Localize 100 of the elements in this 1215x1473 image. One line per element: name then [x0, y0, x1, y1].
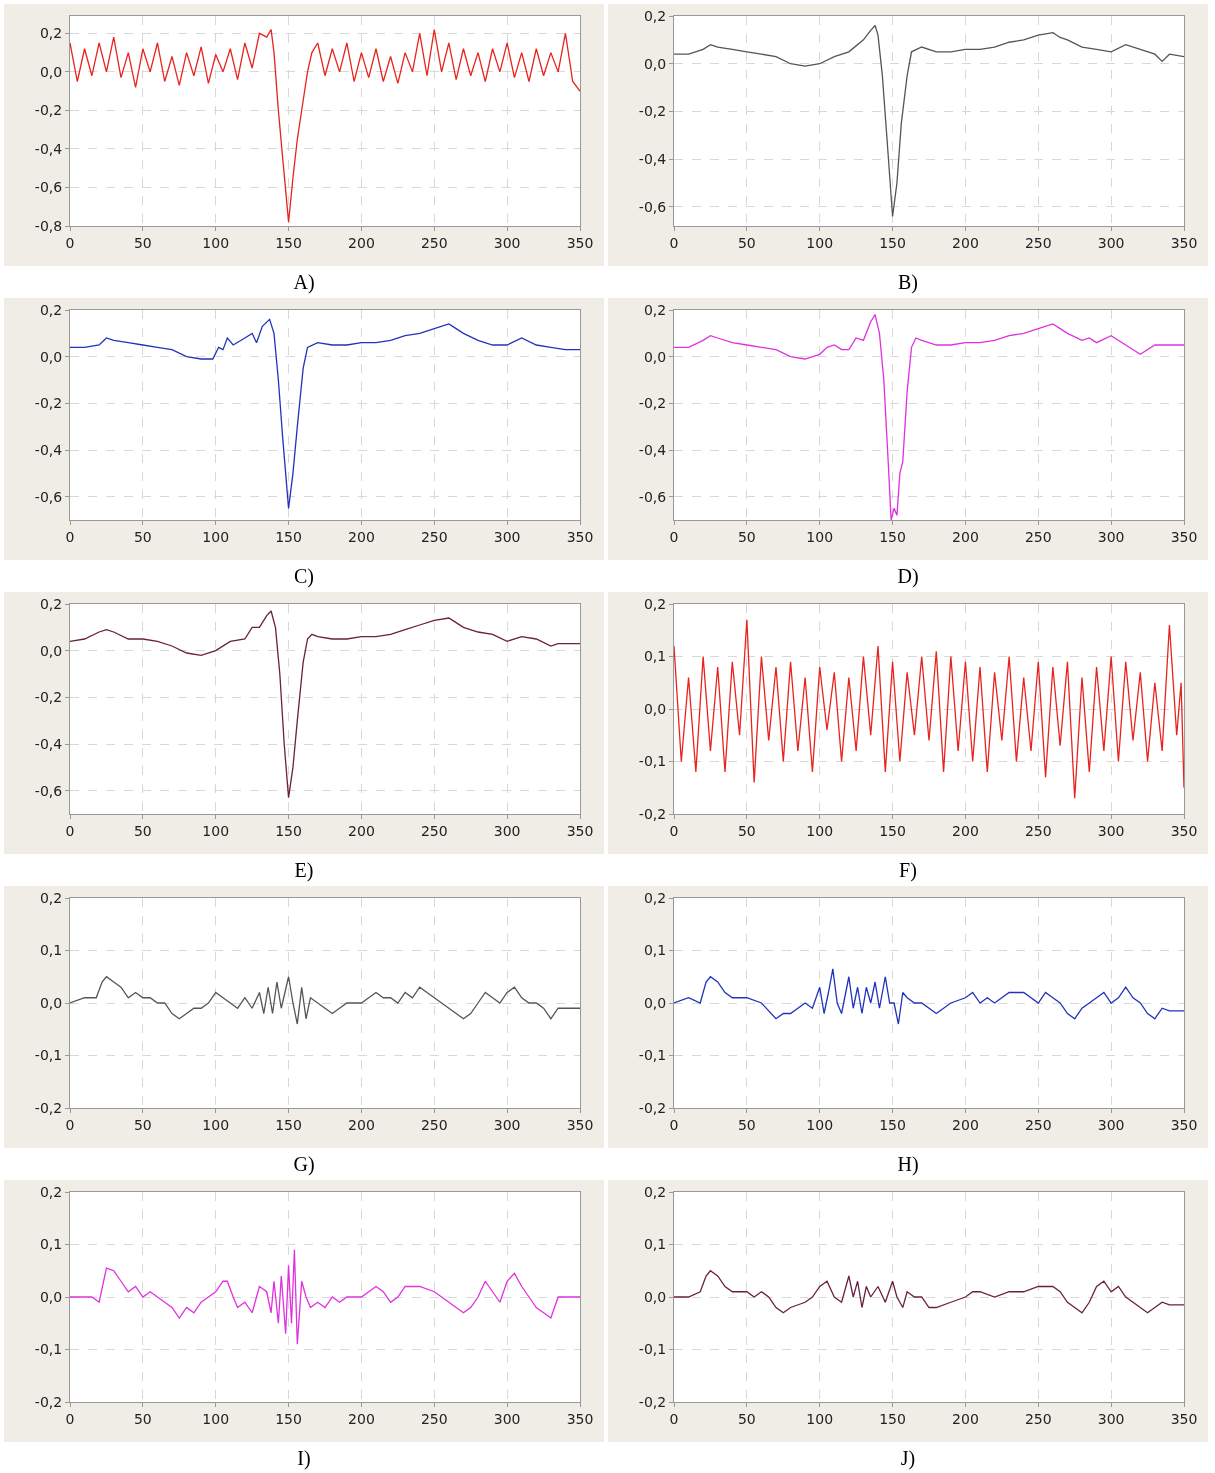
x-tick-label: 250: [1024, 1410, 1052, 1427]
x-tick-label: 100: [806, 822, 834, 839]
x-tick-label: 150: [275, 1116, 302, 1133]
x-tick-label: 50: [133, 1410, 152, 1427]
y-tick-label: 0,0: [39, 642, 63, 659]
y-tick-label: -0,2: [638, 805, 667, 822]
x-tick-label: 100: [806, 1410, 834, 1427]
y-tick-label: 0,0: [643, 994, 667, 1011]
x-tick-label: 300: [493, 234, 521, 251]
y-tick-label: 0,1: [643, 942, 667, 959]
x-tick-label: 250: [1024, 1116, 1052, 1133]
y-tick-label: 0,2: [643, 889, 667, 906]
x-tick-label: 50: [737, 528, 756, 545]
x-tick-label: 150: [275, 1410, 302, 1427]
line-series: [674, 24, 1184, 218]
y-tick-label: -0,1: [34, 1047, 63, 1064]
x-tick-label: 0: [65, 822, 75, 839]
y-tick-label: -0,2: [34, 1099, 63, 1116]
y-tick-label: 0,1: [39, 942, 63, 959]
x-tick-label: 50: [737, 1116, 756, 1133]
text: H): [896, 1152, 920, 1177]
y-tick-label: 0,2: [39, 25, 63, 42]
y-tick-label: -0,4: [34, 735, 63, 752]
x-tick-label: 50: [737, 1410, 756, 1427]
y-tick-label: -0,1: [638, 1341, 667, 1358]
y-tick-label: -0,2: [638, 1099, 667, 1116]
text: E): [293, 858, 315, 884]
y-tick-label: 0,1: [39, 1236, 63, 1253]
x-tick-label: 300: [493, 1410, 521, 1427]
y-tick-label: -0,6: [34, 782, 63, 799]
x-tick-label: 0: [65, 528, 75, 545]
x-tick-label: 150: [275, 528, 302, 545]
line-series: [674, 968, 1184, 1025]
text: C): [293, 564, 315, 590]
x-tick-label: 50: [133, 1116, 152, 1133]
y-tick-label: -0,6: [638, 488, 667, 505]
text: G): [292, 1152, 316, 1177]
line-series: [70, 318, 580, 509]
x-tick-label: 350: [566, 528, 594, 545]
x-tick-label: 0: [669, 1410, 679, 1427]
y-tick-label: 0,2: [643, 7, 667, 24]
x-tick-label: 0: [65, 1410, 75, 1427]
y-tick-label: -0,2: [638, 1393, 667, 1410]
line-series: [70, 610, 580, 799]
x-tick-label: 250: [1024, 234, 1052, 251]
y-tick-label: 0,2: [39, 1183, 63, 1200]
text: J): [899, 1446, 917, 1472]
text: I): [296, 1446, 312, 1471]
text: A): [292, 270, 316, 295]
y-tick-label: 0,2: [643, 301, 667, 318]
x-tick-label: 200: [952, 234, 979, 251]
text: D): [896, 564, 920, 589]
y-tick-label: 0,0: [643, 55, 667, 72]
y-tick-label: 0,0: [39, 348, 63, 365]
x-tick-label: 150: [879, 234, 906, 251]
text: F): [898, 858, 918, 884]
x-tick-label: 150: [879, 1116, 906, 1133]
x-tick-label: 350: [566, 822, 594, 839]
x-tick-label: 100: [202, 234, 230, 251]
x-tick-label: 350: [566, 1410, 594, 1427]
x-tick-label: 350: [566, 1116, 594, 1133]
line-series: [70, 976, 580, 1025]
x-tick-label: 100: [202, 822, 230, 839]
y-tick-label: 0,0: [643, 700, 667, 717]
y-tick-label: 0,2: [643, 595, 667, 612]
x-tick-label: 200: [348, 1410, 375, 1427]
x-tick-label: 150: [275, 234, 302, 251]
x-tick-label: 250: [420, 1116, 448, 1133]
y-tick-label: -0,1: [34, 1341, 63, 1358]
y-tick-label: -0,4: [34, 140, 63, 157]
y-tick-label: 0,2: [39, 301, 63, 318]
x-tick-label: 0: [669, 822, 679, 839]
y-tick-label: 0,2: [643, 1183, 667, 1200]
y-tick-label: -0,6: [34, 488, 63, 505]
y-tick-label: -0,2: [34, 1393, 63, 1410]
x-tick-label: 100: [806, 528, 834, 545]
x-tick-label: 200: [348, 234, 375, 251]
y-tick-label: 0,2: [39, 889, 63, 906]
x-tick-label: 0: [669, 1116, 679, 1133]
y-tick-label: -0,6: [638, 198, 667, 215]
y-tick-label: 0,0: [39, 994, 63, 1011]
x-tick-label: 0: [669, 234, 679, 251]
y-tick-label: 0,0: [643, 348, 667, 365]
x-tick-label: 200: [952, 1410, 979, 1427]
x-tick-label: 300: [493, 1116, 521, 1133]
y-tick-label: -0,2: [638, 103, 667, 120]
x-tick-label: 200: [348, 822, 375, 839]
x-tick-label: 100: [202, 528, 230, 545]
y-tick-label: -0,1: [638, 753, 667, 770]
x-tick-label: 350: [1170, 528, 1198, 545]
x-tick-label: 150: [275, 822, 302, 839]
x-tick-label: 100: [202, 1116, 230, 1133]
x-tick-label: 200: [348, 1116, 375, 1133]
y-tick-label: -0,8: [34, 217, 63, 234]
y-tick-label: -0,2: [34, 689, 63, 706]
x-tick-label: 0: [65, 1116, 75, 1133]
x-tick-label: 200: [952, 822, 979, 839]
line-series: [674, 314, 1184, 520]
x-tick-label: 350: [1170, 822, 1198, 839]
y-tick-label: -0,2: [34, 102, 63, 119]
